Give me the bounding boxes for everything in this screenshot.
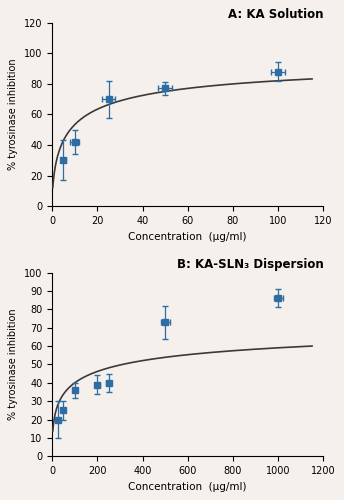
Y-axis label: % tyrosinase inhibition: % tyrosinase inhibition	[9, 308, 19, 420]
Y-axis label: % tyrosinase inhibition: % tyrosinase inhibition	[8, 58, 18, 170]
X-axis label: Concentration  (µg/ml): Concentration (µg/ml)	[128, 482, 247, 492]
X-axis label: Concentration  (µg/ml): Concentration (µg/ml)	[128, 232, 247, 241]
Text: A: KA Solution: A: KA Solution	[228, 8, 323, 22]
Text: B: KA-SLN₃ Dispersion: B: KA-SLN₃ Dispersion	[176, 258, 323, 272]
